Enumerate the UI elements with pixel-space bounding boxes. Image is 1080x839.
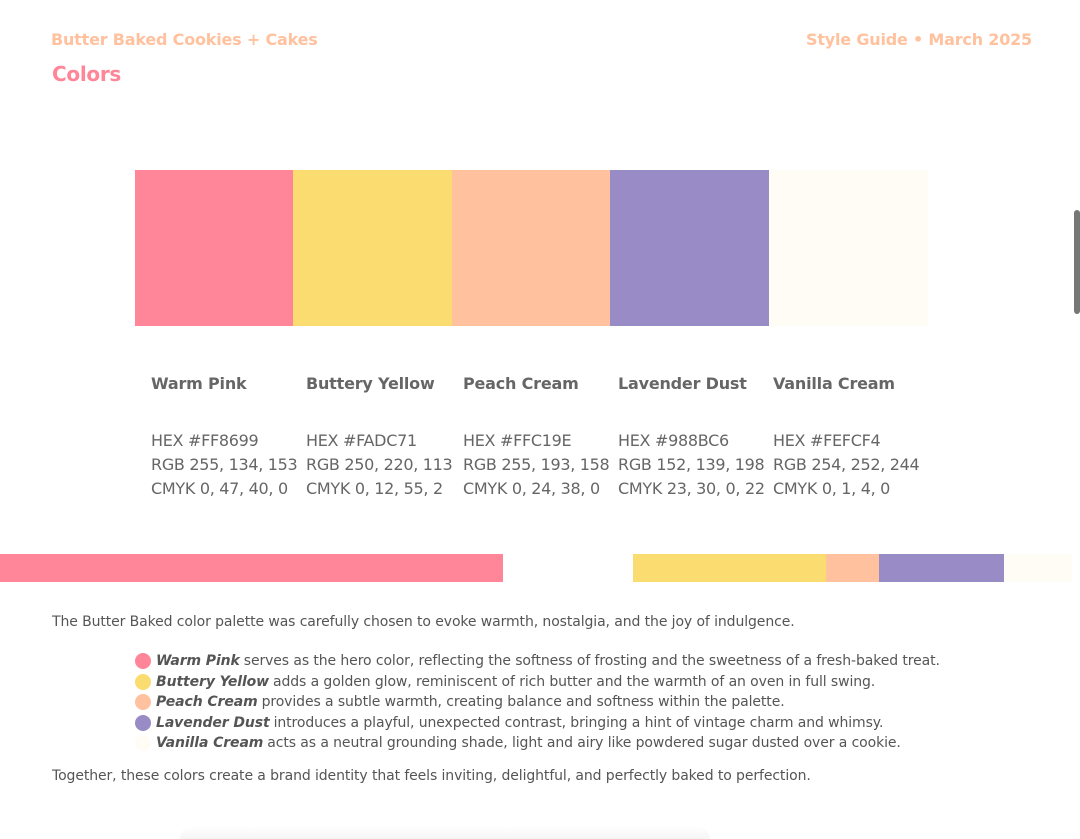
color-name: Peach Cream	[463, 374, 579, 393]
swatch-lavender-dust	[610, 170, 769, 326]
color-name: Lavender Dust	[618, 374, 747, 393]
swatch-warm-pink	[135, 170, 293, 326]
hex-value: HEX #FEFCF4	[773, 431, 881, 450]
color-description-list: Warm Pink serves as the hero color, refl…	[135, 651, 940, 754]
bullet-color-name: Vanilla Cream	[156, 735, 264, 752]
bullet-text: acts as a neutral grounding shade, light…	[267, 735, 901, 752]
list-item: Warm Pink serves as the hero color, refl…	[135, 651, 940, 672]
bullet-color-name: Lavender Dust	[156, 714, 270, 731]
rgb-value: RGB 250, 220, 113	[306, 455, 453, 474]
bullet-text: serves as the hero color, reflecting the…	[243, 653, 940, 670]
palette-outro-text: Together, these colors create a brand id…	[52, 768, 811, 784]
section-title: Colors	[52, 62, 121, 86]
color-values: HEX #FADC71 RGB 250, 220, 113 CMYK 0, 12…	[306, 429, 466, 501]
cmyk-value: CMYK 0, 12, 55, 2	[306, 479, 443, 498]
bullet-text: provides a subtle warmth, creating balan…	[261, 694, 785, 711]
color-spec-peach-cream: Peach Cream HEX #FFC19E RGB 255, 193, 15…	[463, 374, 623, 501]
color-values: HEX #FF8699 RGB 255, 134, 153 CMYK 0, 47…	[151, 429, 311, 501]
decorative-bar-pink	[0, 554, 503, 582]
cmyk-value: CMYK 0, 1, 4, 0	[773, 479, 891, 498]
palette-intro-text: The Butter Baked color palette was caref…	[52, 614, 795, 630]
list-item: Peach Cream provides a subtle warmth, cr…	[135, 692, 940, 713]
color-values: HEX #FEFCF4 RGB 254, 252, 244 CMYK 0, 1,…	[773, 429, 933, 501]
bullet-color-name: Peach Cream	[156, 694, 258, 711]
hex-value: HEX #FFC19E	[463, 431, 572, 450]
rgb-value: RGB 152, 139, 198	[618, 455, 765, 474]
color-name: Warm Pink	[151, 374, 247, 393]
swatch-buttery-yellow	[293, 170, 452, 326]
color-dot-icon	[135, 653, 151, 670]
rgb-value: RGB 254, 252, 244	[773, 455, 920, 474]
bullet-color-name: Warm Pink	[156, 653, 240, 670]
bar-segment-lavender	[879, 554, 1004, 582]
color-spec-vanilla-cream: Vanilla Cream HEX #FEFCF4 RGB 254, 252, …	[773, 374, 933, 501]
rgb-value: RGB 255, 134, 153	[151, 455, 298, 474]
bullet-text: adds a golden glow, reminiscent of rich …	[273, 673, 876, 690]
color-dot-icon	[135, 714, 151, 731]
hex-value: HEX #988BC6	[618, 431, 729, 450]
swatch-peach-cream	[452, 170, 610, 326]
color-dot-icon	[135, 735, 151, 752]
color-name: Buttery Yellow	[306, 374, 435, 393]
bottom-shadow	[180, 826, 710, 839]
hex-value: HEX #FF8699	[151, 431, 259, 450]
bar-segment-peach	[826, 554, 879, 582]
scrollbar-thumb[interactable]	[1074, 210, 1080, 314]
color-name: Vanilla Cream	[773, 374, 895, 393]
hex-value: HEX #FADC71	[306, 431, 417, 450]
bullet-text: introduces a playful, unexpected contras…	[273, 714, 884, 731]
color-values: HEX #FFC19E RGB 255, 193, 158 CMYK 0, 24…	[463, 429, 623, 501]
color-spec-buttery-yellow: Buttery Yellow HEX #FADC71 RGB 250, 220,…	[306, 374, 466, 501]
color-spec-lavender-dust: Lavender Dust HEX #988BC6 RGB 152, 139, …	[618, 374, 778, 501]
cmyk-value: CMYK 0, 24, 38, 0	[463, 479, 600, 498]
color-dot-icon	[135, 673, 151, 690]
color-values: HEX #988BC6 RGB 152, 139, 198 CMYK 23, 3…	[618, 429, 778, 501]
color-spec-warm-pink: Warm Pink HEX #FF8699 RGB 255, 134, 153 …	[151, 374, 311, 501]
list-item: Buttery Yellow adds a golden glow, remin…	[135, 672, 940, 693]
cmyk-value: CMYK 23, 30, 0, 22	[618, 479, 765, 498]
color-swatch-row	[135, 170, 928, 326]
bar-segment-yellow	[633, 554, 826, 582]
bar-segment-vanilla	[1004, 554, 1072, 582]
decorative-bar-palette	[633, 554, 1072, 582]
brand-name: Butter Baked Cookies + Cakes	[51, 30, 318, 49]
swatch-vanilla-cream	[769, 170, 928, 326]
bullet-color-name: Buttery Yellow	[156, 673, 269, 690]
style-guide-date: Style Guide • March 2025	[806, 30, 1032, 49]
list-item: Vanilla Cream acts as a neutral groundin…	[135, 733, 940, 754]
color-dot-icon	[135, 694, 151, 711]
list-item: Lavender Dust introduces a playful, unex…	[135, 713, 940, 734]
cmyk-value: CMYK 0, 47, 40, 0	[151, 479, 288, 498]
rgb-value: RGB 255, 193, 158	[463, 455, 610, 474]
